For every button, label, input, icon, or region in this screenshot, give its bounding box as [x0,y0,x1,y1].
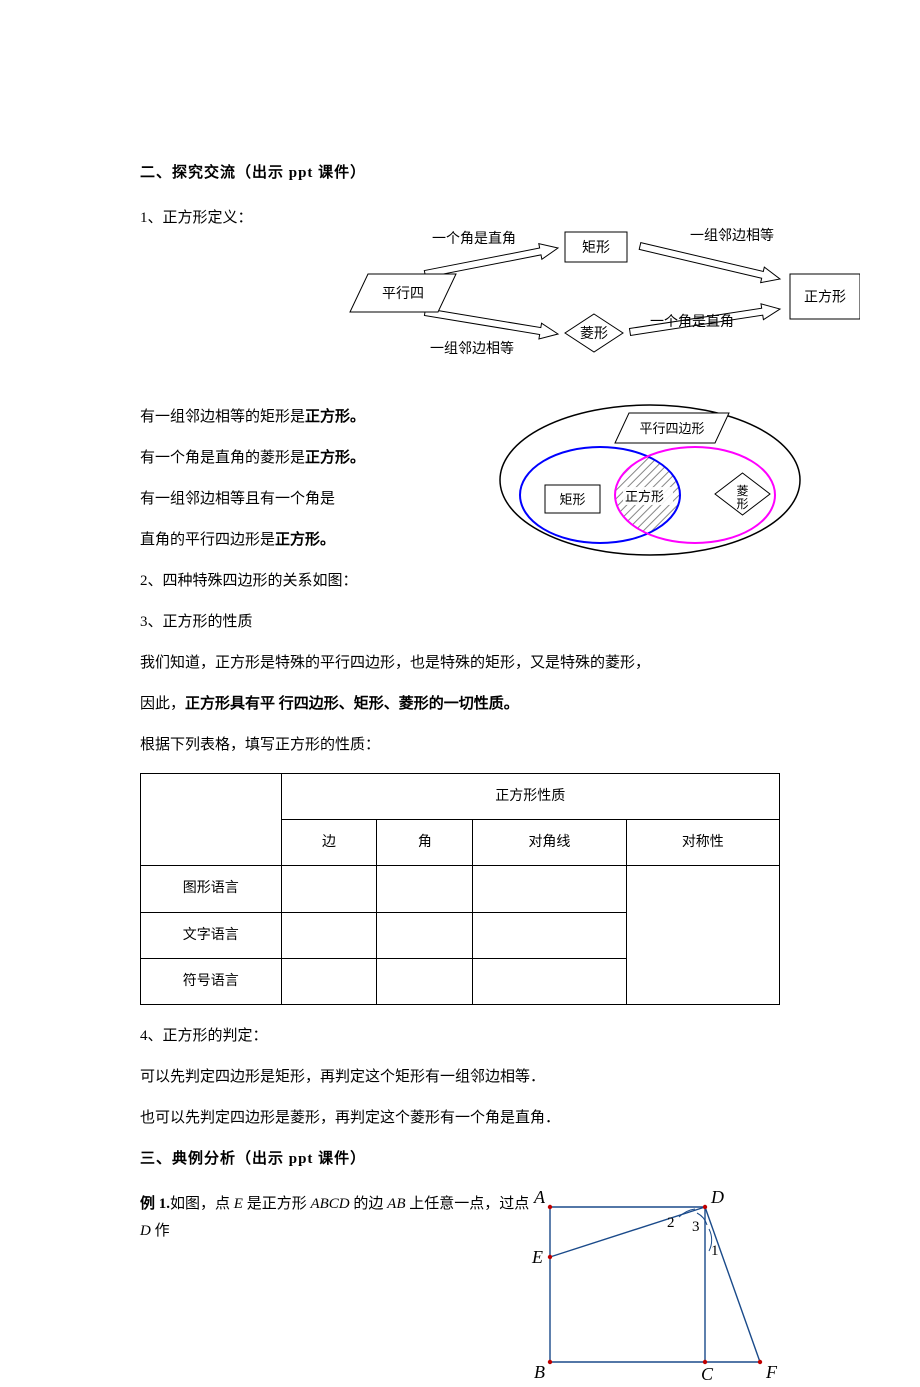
item4-text2: 也可以先判定四边形是菱形，再判定这个菱形有一个角是直角． [140,1105,780,1132]
item3-text1: 我们知道，正方形是特殊的平行四边形，也是特殊的矩形，又是特殊的菱形， [140,650,780,677]
svg-text:正方形: 正方形 [804,290,846,306]
svg-text:矩形: 矩形 [559,492,585,507]
svg-text:3: 3 [692,1219,700,1235]
ex1-j: 作 [151,1223,170,1239]
properties-table: 正方形性质边角对角线对称性图形语言文字语言符号语言 [140,773,780,1005]
svg-text:菱: 菱 [736,484,748,498]
item3-text3: 根据下列表格，填写正方形的性质： [140,732,780,759]
item4-text1: 可以先判定四边形是矩形，再判定这个矩形有一组邻边相等． [140,1064,780,1091]
svg-text:2: 2 [667,1215,675,1231]
item3-heading: 3、正方形的性质 [140,609,780,636]
svg-text:菱形: 菱形 [580,326,608,342]
ex1-c: E [234,1196,243,1212]
item3-2a: 因此， [140,696,185,712]
diagram-area: 1、正方形定义： 一个角是直角一组邻边相等一组邻边相等一个角是直角平行四矩形菱形… [140,205,780,595]
svg-text:正方形: 正方形 [625,489,664,504]
svg-text:平行四边形: 平行四边形 [639,421,704,436]
svg-text:形: 形 [736,497,748,511]
flowchart-diagram: 一个角是直角一组邻边相等一组邻边相等一个角是直角平行四矩形菱形正方形 [300,224,860,374]
def-3c: 正方形。 [275,532,335,548]
ex1-b: 如图，点 [170,1196,234,1212]
geometry-figure: A D B C E F 2 31 [530,1187,780,1387]
venn-diagram: 平行四边形矩形 菱形 正方形 [490,395,810,565]
svg-text:D: D [710,1187,724,1207]
ex1-f: 的边 [350,1196,388,1212]
ex1-h: 上任意一点，过点 [405,1196,529,1212]
ex1-a: 例 1. [140,1196,170,1212]
item3-2b: 正方形具有平 行四边形、矩形、菱形的一切性质。 [185,696,519,712]
svg-text:C: C [701,1364,714,1384]
svg-text:A: A [533,1187,546,1207]
svg-text:一个角是直角: 一个角是直角 [432,230,516,247]
def-2b: 正方形。 [305,450,365,466]
ex1-e: ABCD [310,1196,349,1212]
svg-text:平行四: 平行四 [382,286,424,302]
def-1a: 有一组邻边相等的矩形是 [140,409,305,425]
ex1-g: AB [387,1196,405,1212]
svg-text:一组邻边相等: 一组邻边相等 [430,340,514,357]
svg-text:一个角是直角: 一个角是直角 [650,313,734,330]
def-3b-txt: 直角的平行四边形是 [140,532,275,548]
svg-text:B: B [534,1362,545,1382]
item2-text: 2、四种特殊四边形的关系如图： [140,568,780,595]
item3-text2: 因此，正方形具有平 行四边形、矩形、菱形的一切性质。 [140,691,780,718]
example1: ADBCEF231 例 1.如图，点 E 是正方形 ABCD 的边 AB 上任意… [140,1191,780,1245]
svg-text:一组邻边相等: 一组邻边相等 [690,227,774,244]
def-2a: 有一个角是直角的菱形是 [140,450,305,466]
svg-text:1: 1 [711,1243,719,1259]
section2-title: 二、探究交流（出示 ppt 课件） [140,160,780,187]
svg-text:E: E [531,1247,543,1267]
def-1b: 正方形。 [305,409,365,425]
svg-text:F: F [765,1362,778,1382]
ex1-i: D [140,1223,151,1239]
section3-title: 三、典例分析（出示 ppt 课件） [140,1146,780,1173]
svg-text:矩形: 矩形 [582,240,610,256]
ex1-d: 是正方形 [243,1196,311,1212]
item4-heading: 4、正方形的判定： [140,1023,780,1050]
